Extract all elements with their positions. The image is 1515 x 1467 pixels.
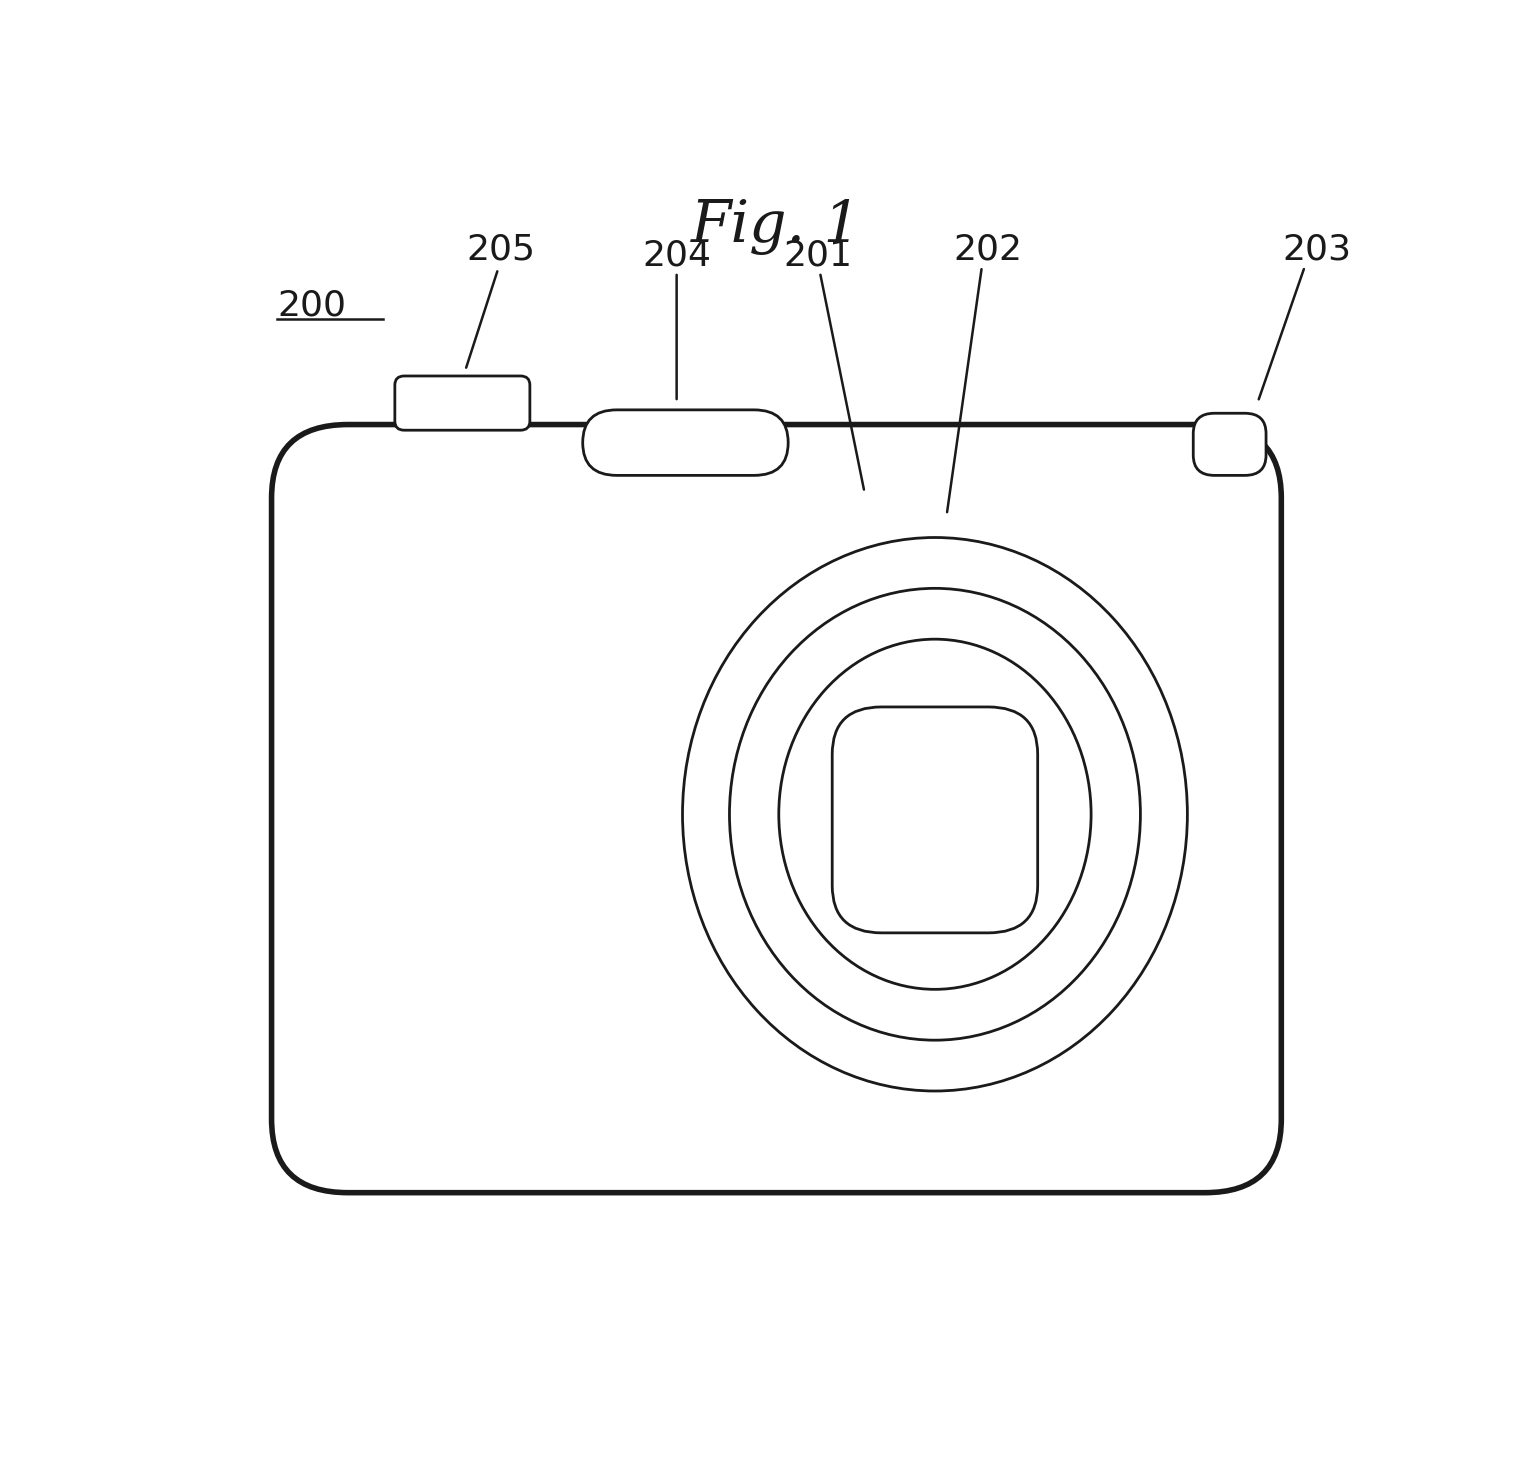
FancyBboxPatch shape <box>583 409 788 475</box>
Text: 200: 200 <box>277 289 347 323</box>
FancyBboxPatch shape <box>395 376 530 430</box>
FancyBboxPatch shape <box>1194 414 1267 475</box>
Ellipse shape <box>730 588 1141 1040</box>
Text: 205: 205 <box>467 232 535 267</box>
Ellipse shape <box>779 640 1091 989</box>
FancyBboxPatch shape <box>832 707 1038 933</box>
Text: 201: 201 <box>783 238 851 271</box>
FancyBboxPatch shape <box>271 424 1282 1193</box>
Ellipse shape <box>682 537 1188 1091</box>
Text: Fig. 1: Fig. 1 <box>691 198 862 255</box>
Text: 204: 204 <box>642 238 711 271</box>
Text: 203: 203 <box>1282 232 1351 267</box>
Text: 202: 202 <box>953 232 1023 267</box>
